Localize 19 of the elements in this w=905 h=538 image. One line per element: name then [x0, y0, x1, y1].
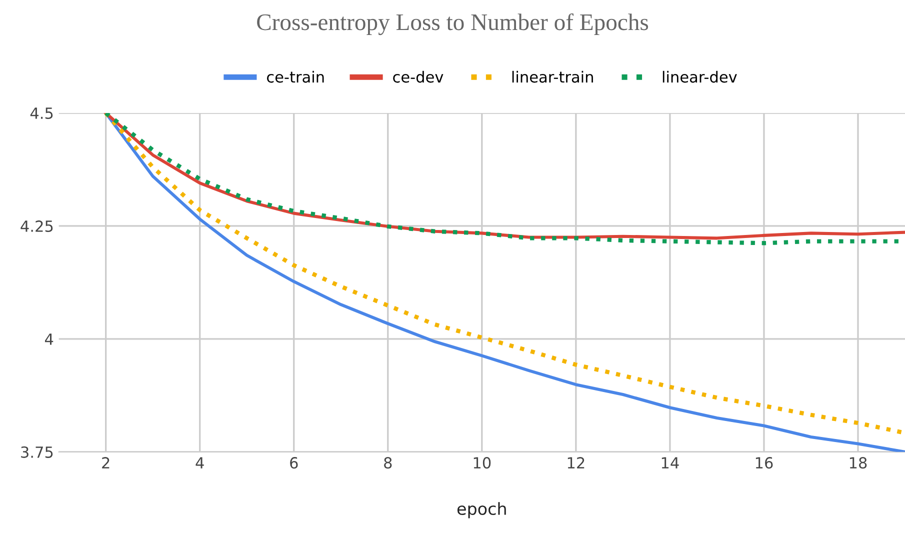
x-axis-title: epoch	[457, 502, 506, 518]
y-tick-label: 3.75	[21, 446, 53, 458]
legend-label: ce-dev	[393, 70, 444, 83]
x-tick-label: 2	[102, 457, 110, 468]
x-tick-label: 8	[384, 457, 392, 469]
legend-label: linear-dev	[662, 70, 737, 83]
x-tick-label: 18	[850, 457, 867, 469]
y-tick-label: 4.5	[30, 108, 53, 119]
x-tick-label: 14	[662, 457, 679, 468]
chart-title: Cross-entropy Loss to Number of Epochs	[257, 13, 648, 36]
x-tick-label: 4	[196, 457, 204, 468]
legend-label: linear-train	[512, 70, 593, 83]
x-tick-label: 16	[756, 457, 773, 469]
x-tick-label: 12	[568, 457, 584, 468]
x-tick-label: 6	[290, 457, 298, 469]
legend-label: ce-train	[267, 70, 324, 83]
y-tick-label: 4.25	[20, 220, 53, 232]
y-tick-label: 4	[44, 334, 54, 345]
x-tick-label: 10	[474, 457, 491, 469]
